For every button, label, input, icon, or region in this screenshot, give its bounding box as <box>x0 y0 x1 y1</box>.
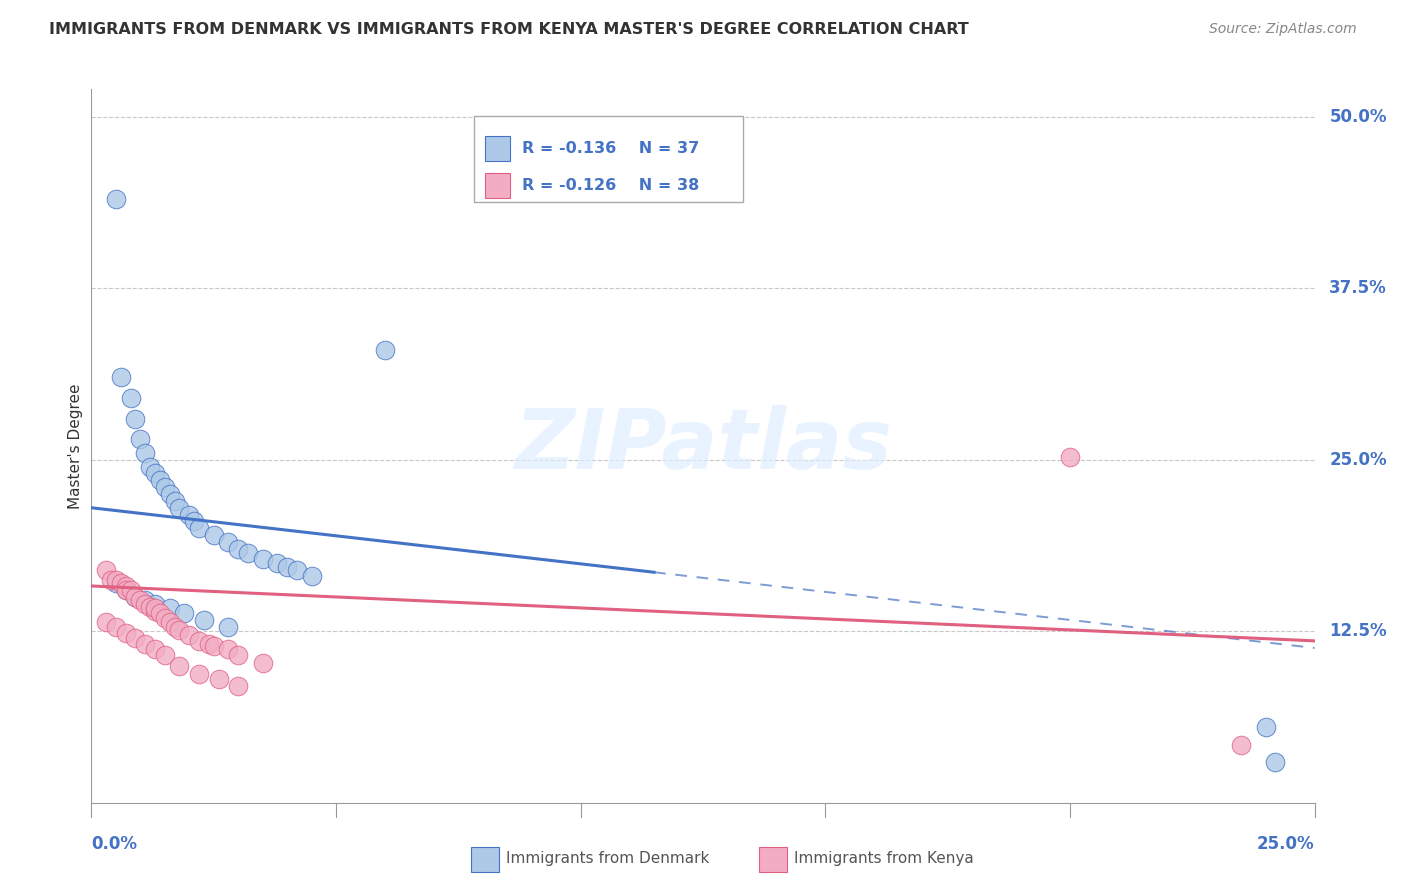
Point <box>134 446 156 460</box>
Point <box>198 637 221 651</box>
Point <box>153 610 176 624</box>
Text: R = -0.136    N = 37: R = -0.136 N = 37 <box>522 142 699 156</box>
Point <box>120 391 142 405</box>
Point <box>266 556 288 570</box>
Text: Immigrants from Kenya: Immigrants from Kenya <box>794 851 974 865</box>
Text: R = -0.126    N = 38: R = -0.126 N = 38 <box>522 178 699 193</box>
Point <box>202 528 225 542</box>
Point <box>217 642 239 657</box>
Text: 37.5%: 37.5% <box>1329 279 1388 297</box>
Point <box>1254 720 1277 734</box>
Point <box>1264 755 1286 769</box>
Point <box>153 648 176 662</box>
Y-axis label: Master's Degree: Master's Degree <box>67 384 83 508</box>
Point <box>252 551 274 566</box>
Point <box>226 648 249 662</box>
Point <box>129 592 152 607</box>
Point <box>110 370 132 384</box>
Point <box>188 633 211 648</box>
Point <box>169 623 191 637</box>
Point <box>153 480 176 494</box>
Point <box>163 620 186 634</box>
Point <box>124 631 146 645</box>
Point <box>217 620 239 634</box>
Point <box>285 562 308 576</box>
Point <box>188 521 211 535</box>
Point <box>139 459 162 474</box>
Point <box>217 535 239 549</box>
Text: 12.5%: 12.5% <box>1329 623 1386 640</box>
Point <box>143 467 166 481</box>
Point <box>94 562 117 576</box>
Point <box>188 666 211 681</box>
Point <box>120 583 142 598</box>
Point <box>163 494 186 508</box>
Point <box>134 592 156 607</box>
Text: 0.0%: 0.0% <box>91 835 138 853</box>
Point <box>1230 738 1253 752</box>
Point <box>114 583 136 598</box>
Point <box>226 679 249 693</box>
Point <box>159 615 181 629</box>
Point <box>236 546 259 560</box>
Point <box>143 604 166 618</box>
Point <box>143 601 166 615</box>
Point <box>114 579 136 593</box>
Text: IMMIGRANTS FROM DENMARK VS IMMIGRANTS FROM KENYA MASTER'S DEGREE CORRELATION CHA: IMMIGRANTS FROM DENMARK VS IMMIGRANTS FR… <box>49 22 969 37</box>
Point <box>149 607 172 621</box>
Text: 50.0%: 50.0% <box>1329 108 1386 126</box>
Text: 25.0%: 25.0% <box>1257 835 1315 853</box>
Point <box>100 574 122 588</box>
Text: Source: ZipAtlas.com: Source: ZipAtlas.com <box>1209 22 1357 37</box>
Point <box>276 559 298 574</box>
Point <box>149 473 172 487</box>
Point <box>183 515 205 529</box>
Point <box>226 541 249 556</box>
Point <box>169 500 191 515</box>
Point <box>207 673 229 687</box>
Text: ZIPatlas: ZIPatlas <box>515 406 891 486</box>
Point <box>252 656 274 670</box>
Point <box>124 411 146 425</box>
Point <box>202 640 225 654</box>
Point <box>104 574 127 588</box>
Point <box>179 628 201 642</box>
Point <box>94 615 117 629</box>
Point <box>143 642 166 657</box>
Point <box>104 576 127 591</box>
Point <box>134 637 156 651</box>
Point <box>139 599 162 614</box>
Point <box>159 601 181 615</box>
Point <box>374 343 396 357</box>
Point <box>124 590 146 604</box>
Point <box>129 432 152 446</box>
Point <box>110 576 132 591</box>
Point <box>1059 450 1081 464</box>
Point <box>114 583 136 598</box>
Point <box>173 607 195 621</box>
Point <box>301 569 323 583</box>
Text: 25.0%: 25.0% <box>1329 450 1386 468</box>
Point <box>143 597 166 611</box>
Point <box>124 590 146 604</box>
Point <box>193 613 215 627</box>
Point <box>104 620 127 634</box>
Point <box>179 508 201 522</box>
Point <box>114 625 136 640</box>
Point <box>159 487 181 501</box>
Text: Immigrants from Denmark: Immigrants from Denmark <box>506 851 710 865</box>
Point <box>134 597 156 611</box>
Point <box>169 658 191 673</box>
Point <box>104 192 127 206</box>
